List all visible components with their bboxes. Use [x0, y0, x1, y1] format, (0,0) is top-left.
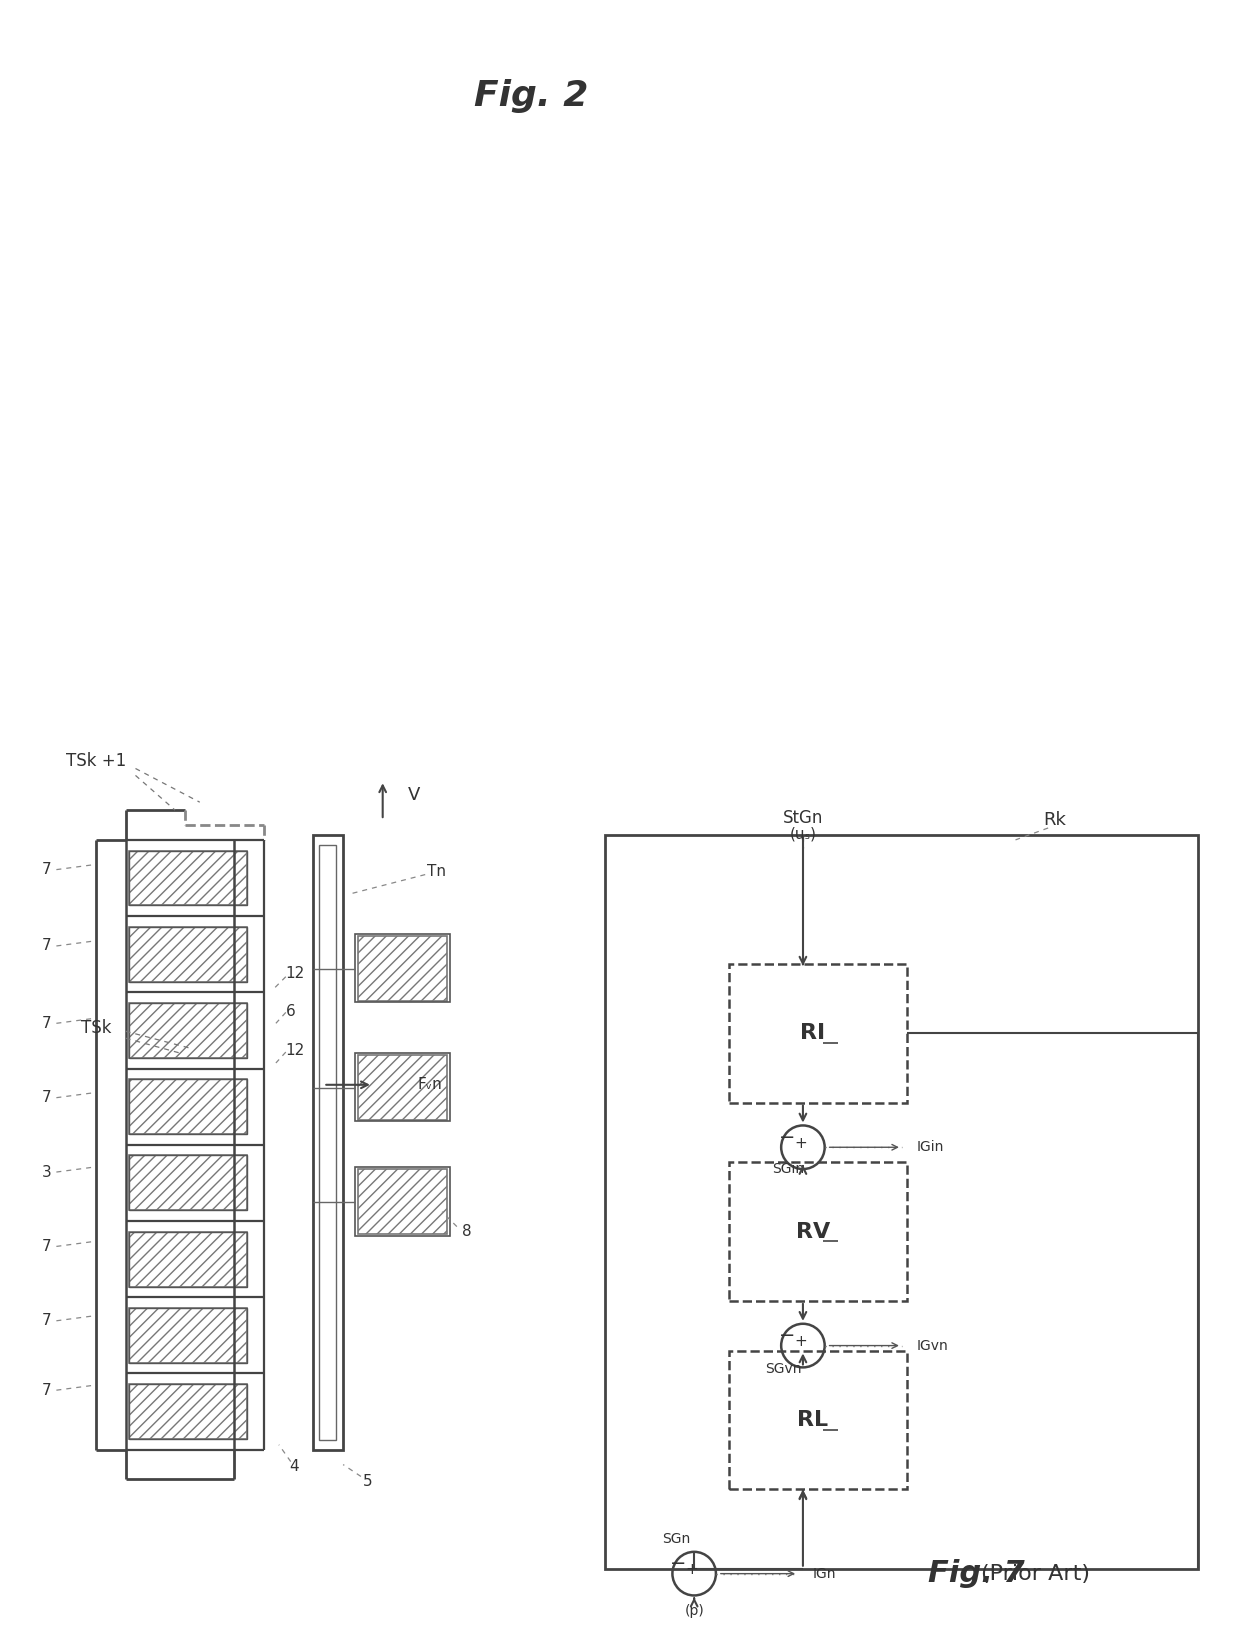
Text: −: −	[670, 1554, 687, 1572]
Text: 8: 8	[463, 1224, 471, 1239]
Text: −: −	[779, 1327, 795, 1345]
Bar	[729, 964, 906, 1102]
Bar	[129, 1231, 247, 1287]
Text: Tn: Tn	[428, 865, 446, 879]
Text: SGvn: SGvn	[765, 1363, 801, 1376]
Bar	[605, 835, 1198, 1569]
Bar	[129, 1155, 247, 1211]
Text: IGn: IGn	[812, 1566, 836, 1581]
Text: IGvn: IGvn	[916, 1338, 949, 1353]
Bar	[355, 1053, 450, 1122]
Text: 5: 5	[363, 1473, 373, 1488]
Text: StGn: StGn	[782, 808, 823, 827]
Text: RI: RI	[800, 1023, 826, 1043]
Text: 12: 12	[285, 1043, 305, 1058]
Text: IGin: IGin	[916, 1140, 944, 1155]
Bar	[129, 1308, 247, 1363]
Text: SGin: SGin	[773, 1162, 805, 1176]
Bar	[129, 927, 247, 982]
Text: RV: RV	[796, 1221, 830, 1241]
Text: (p): (p)	[684, 1604, 704, 1619]
Bar	[729, 1351, 906, 1490]
Text: 3: 3	[42, 1165, 51, 1180]
Text: 7: 7	[42, 1091, 51, 1106]
Text: 7: 7	[42, 861, 51, 878]
Text: 7: 7	[42, 1313, 51, 1328]
Text: 7: 7	[42, 1016, 51, 1031]
Text: +: +	[795, 1135, 807, 1150]
Bar	[129, 1079, 247, 1134]
Text: Fᵥn: Fᵥn	[418, 1077, 441, 1092]
Text: −: −	[779, 1129, 795, 1147]
Text: TSk: TSk	[81, 1020, 112, 1038]
Text: RL: RL	[797, 1411, 828, 1431]
Text: +: +	[795, 1335, 807, 1350]
Text: 6: 6	[285, 1003, 295, 1020]
Bar	[129, 850, 247, 906]
Bar	[129, 850, 247, 906]
Bar	[129, 1079, 247, 1134]
Text: TSk +1: TSk +1	[66, 751, 126, 769]
Bar	[314, 835, 343, 1450]
Text: Rk: Rk	[1044, 812, 1066, 828]
Text: 12: 12	[285, 967, 305, 982]
Text: V: V	[408, 787, 420, 804]
Bar	[129, 1384, 247, 1439]
Bar	[129, 927, 247, 982]
Bar	[129, 1308, 247, 1363]
Text: (Prior Art): (Prior Art)	[981, 1564, 1090, 1584]
Text: 7: 7	[42, 1239, 51, 1254]
Bar	[355, 934, 450, 1003]
Text: 7: 7	[42, 1383, 51, 1398]
Text: 7: 7	[42, 939, 51, 954]
Text: SGn: SGn	[662, 1531, 691, 1546]
Bar	[729, 1162, 906, 1300]
Bar	[358, 1054, 446, 1119]
Bar	[320, 845, 336, 1440]
Text: (uₛ): (uₛ)	[790, 827, 816, 842]
Text: Fig. 7: Fig. 7	[928, 1559, 1024, 1589]
Bar	[129, 1384, 247, 1439]
Bar	[358, 1170, 446, 1234]
Bar	[129, 1231, 247, 1287]
Bar	[358, 936, 446, 1000]
Text: +: +	[686, 1563, 698, 1577]
Text: 4: 4	[289, 1459, 299, 1473]
Bar	[129, 1155, 247, 1211]
Bar	[129, 1003, 247, 1058]
Bar	[129, 1003, 247, 1058]
Text: Fig. 2: Fig. 2	[474, 79, 588, 114]
Bar	[355, 1167, 450, 1236]
